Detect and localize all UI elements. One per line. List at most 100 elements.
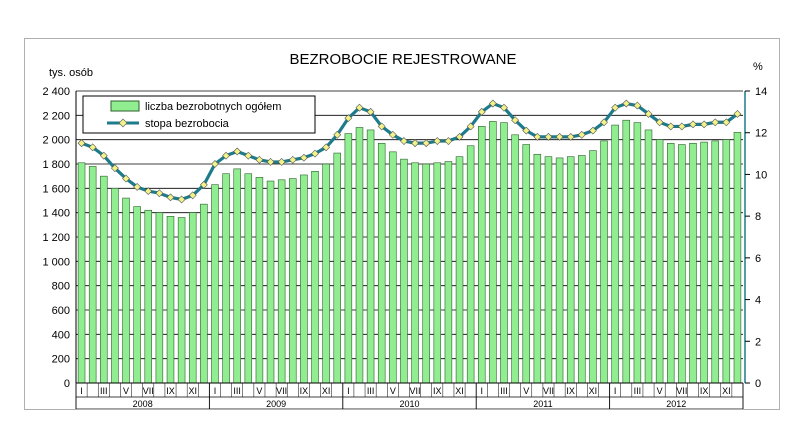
rate-point — [266, 157, 275, 166]
bar — [478, 125, 486, 384]
rate-point — [166, 193, 175, 202]
rate-point — [322, 143, 331, 152]
bar — [678, 144, 686, 384]
bar-series — [77, 119, 742, 384]
x-month-label: I — [347, 386, 350, 396]
x-month-label: VII — [543, 386, 554, 396]
bar — [644, 129, 653, 384]
x-month-label: XI — [322, 386, 331, 396]
x-month-label: VII — [276, 386, 287, 396]
x-month-label: III — [500, 386, 508, 396]
chart-svg: BEZROBOCIE REJESTROWANE tys. osób % 0200… — [42, 51, 767, 409]
bar — [322, 163, 330, 384]
bar — [133, 206, 141, 384]
y-left-tick-label: 1 000 — [42, 256, 70, 268]
rate-point — [199, 180, 208, 189]
y-right-tick-label: 6 — [755, 253, 761, 265]
rate-point — [177, 195, 186, 204]
rate-point — [577, 130, 586, 139]
rate-point — [466, 122, 475, 131]
bar — [611, 124, 619, 384]
bar — [166, 216, 175, 384]
rate-point — [233, 147, 242, 156]
rate-point — [122, 174, 130, 183]
bar — [622, 119, 631, 384]
bar — [655, 139, 664, 384]
y-left-tick-label: 1 200 — [42, 232, 70, 244]
rate-point — [555, 132, 564, 141]
x-month-label: V — [390, 386, 396, 396]
bar — [666, 143, 675, 384]
legend-line-label: stopa bezrobocia — [145, 118, 230, 130]
bar — [366, 129, 375, 384]
bar — [400, 158, 408, 384]
x-month-label: IX — [700, 386, 709, 396]
bar — [589, 150, 597, 384]
rate-point — [355, 103, 364, 112]
rate-point — [411, 139, 419, 148]
rate-point — [644, 110, 653, 118]
rate-point — [288, 155, 297, 164]
rate-point — [422, 139, 431, 148]
x-month-label: III — [367, 386, 375, 396]
chart-frame: BEZROBOCIE REJESTROWANE tys. osób % 0 200… — [24, 38, 780, 410]
x-month-label: IX — [300, 386, 309, 396]
bar — [389, 151, 397, 384]
gridlines — [76, 90, 743, 384]
y-left-tick-label: 1 800 — [42, 159, 70, 171]
x-year-label: 2010 — [399, 399, 419, 409]
bar — [433, 162, 442, 384]
x-month-label: III — [100, 386, 108, 396]
bar — [355, 127, 364, 384]
rate-point — [333, 130, 342, 139]
x-month-label: XI — [589, 386, 598, 396]
rate-point — [388, 130, 397, 139]
bar — [711, 140, 719, 384]
y-left-tick-label: 800 — [52, 281, 70, 293]
bar — [144, 209, 153, 384]
rate-point — [277, 157, 286, 166]
rate-point — [566, 132, 575, 141]
rate-point — [522, 126, 531, 135]
legend: liczba bezrobotnych ogółem stopa bezrobo… — [82, 95, 316, 134]
rate-point — [299, 153, 308, 162]
rate-point — [689, 120, 697, 129]
rate-point — [211, 160, 219, 168]
y-right-tick-label: 0 — [755, 378, 761, 390]
bar — [211, 184, 219, 384]
y-left-tick-label: 600 — [52, 305, 70, 317]
rate-point — [700, 120, 709, 129]
rate-point — [344, 114, 353, 123]
legend-bar-swatch — [110, 100, 140, 112]
rate-point — [77, 139, 86, 148]
x-year-label: 2012 — [666, 399, 686, 409]
y-left-tick-label: 0 — [64, 378, 70, 390]
bar — [444, 161, 453, 384]
bar — [455, 156, 464, 384]
y-left-tick-label: 2 200 — [42, 110, 70, 122]
bar — [566, 156, 575, 384]
bar — [111, 188, 119, 384]
x-month-label: XI — [455, 386, 464, 396]
x-month-label: V — [523, 386, 529, 396]
x-month-label: I — [214, 386, 217, 396]
rate-point — [133, 183, 142, 191]
rate-point — [99, 151, 108, 160]
bar — [88, 166, 97, 384]
y-right-tick-label: 10 — [755, 169, 767, 181]
y-left-tick-label: 1 400 — [42, 208, 70, 220]
rate-point — [666, 122, 675, 131]
bar — [422, 163, 430, 384]
rate-point — [188, 191, 197, 200]
y-right-tick-label: 12 — [755, 128, 767, 140]
bar — [722, 139, 731, 384]
rate-point — [88, 143, 97, 152]
x-month-label: V — [256, 386, 262, 396]
axes: 0 200 400 600 800 1 000 1 200 1 400 1 600 1 800 2 … — [42, 86, 767, 409]
bar — [466, 145, 475, 384]
rate-point — [144, 187, 153, 196]
y-left-tick-label: 400 — [52, 329, 70, 341]
y-right-tick-label: 2 — [755, 336, 761, 348]
y-left-tick-label: 200 — [52, 354, 70, 366]
bar — [333, 152, 341, 384]
